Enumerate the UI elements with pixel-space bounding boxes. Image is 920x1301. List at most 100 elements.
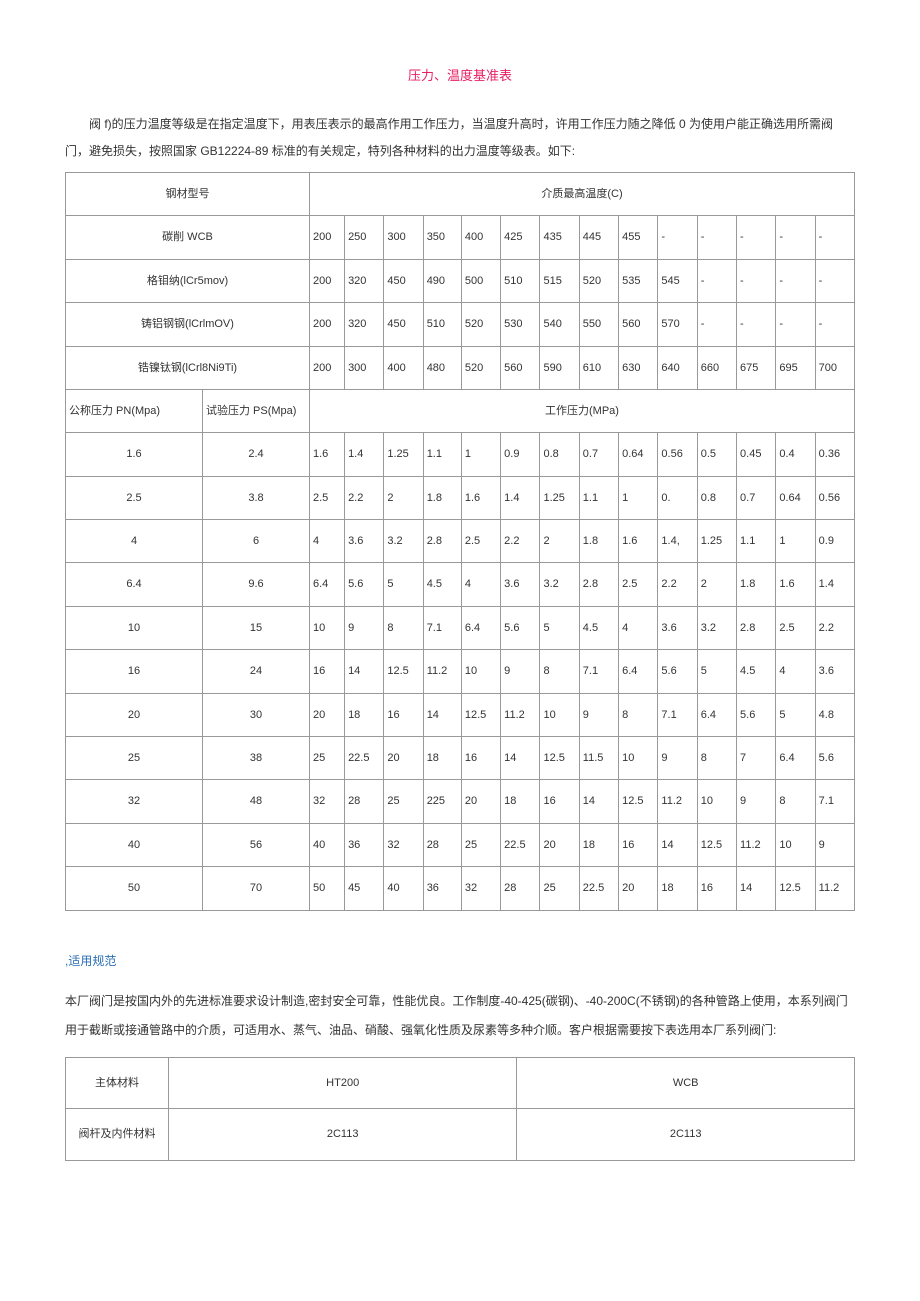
page-title: 压力、温度基准表 [65,60,855,91]
pressure-cell: 50 [310,867,345,910]
header-pn: 公称压力 PN(Mpa) [66,389,203,432]
temp-cell: 560 [501,346,540,389]
pn-cell: 6.4 [66,563,203,606]
pressure-cell: 20 [461,780,500,823]
pressure-cell: 1 [619,476,658,519]
pressure-cell: 6.4 [776,737,815,780]
temp-cell: 500 [461,259,500,302]
ps-cell: 9.6 [203,563,310,606]
temp-cell: 455 [619,216,658,259]
pn-cell: 2.5 [66,476,203,519]
pn-cell: 20 [66,693,203,736]
pressure-cell: 9 [658,737,697,780]
pressure-cell: 1.25 [384,433,423,476]
ps-cell: 48 [203,780,310,823]
temp-cell: 490 [423,259,461,302]
temp-cell: 400 [461,216,500,259]
pressure-cell: 1.4 [815,563,854,606]
temp-cell: 530 [501,303,540,346]
temp-cell: 200 [310,216,345,259]
pressure-cell: 5.6 [658,650,697,693]
temp-cell: 545 [658,259,697,302]
temp-cell: 660 [697,346,736,389]
temp-cell: 200 [310,346,345,389]
pressure-cell: 2.2 [815,606,854,649]
temp-cell: 300 [345,346,384,389]
pn-cell: 50 [66,867,203,910]
pressure-cell: 1.4 [345,433,384,476]
pressure-cell: 3.2 [540,563,579,606]
pn-cell: 32 [66,780,203,823]
pressure-cell: 20 [619,867,658,910]
section-heading: ,适用规范 [65,947,855,976]
pressure-cell: 2.2 [658,563,697,606]
temp-cell: 515 [540,259,579,302]
pressure-cell: 10 [461,650,500,693]
pressure-cell: 4.5 [579,606,618,649]
pressure-cell: 25 [540,867,579,910]
intro-paragraph: 阀 f)的压力温度等级是在指定温度下，用表压表示的最高作用工作压力，当温度升高时… [65,111,855,164]
pressure-cell: 1 [776,520,815,563]
header-work-pressure: 工作压力(MPa) [310,389,855,432]
pressure-cell: 225 [423,780,461,823]
temp-cell: - [737,303,776,346]
pressure-cell: 11.2 [501,693,540,736]
temp-cell: 610 [579,346,618,389]
pressure-cell: 16 [384,693,423,736]
pressure-cell: 5 [776,693,815,736]
material-name: 铸铝钢钢(lCrlmOV) [66,303,310,346]
pressure-cell: 14 [423,693,461,736]
pressure-cell: 1.8 [737,563,776,606]
pressure-cell: 3.6 [345,520,384,563]
pressure-cell: 36 [423,867,461,910]
temp-cell: 450 [384,259,423,302]
pressure-cell: 0.7 [737,476,776,519]
pressure-cell: 0.64 [776,476,815,519]
pressure-cell: 16 [540,780,579,823]
pressure-cell: 1.6 [310,433,345,476]
pressure-cell: 4.5 [423,563,461,606]
pressure-cell: 1.8 [579,520,618,563]
pressure-cell: 6.4 [697,693,736,736]
pressure-cell: 12.5 [697,823,736,866]
pressure-cell: 20 [310,693,345,736]
temp-cell: 540 [540,303,579,346]
pressure-cell: 28 [423,823,461,866]
pressure-cell: 36 [345,823,384,866]
pressure-cell: 2.2 [345,476,384,519]
pressure-cell: 1 [461,433,500,476]
pressure-cell: 18 [579,823,618,866]
pressure-cell: 32 [384,823,423,866]
temp-cell: 445 [579,216,618,259]
pressure-cell: 0.7 [579,433,618,476]
pressure-cell: 20 [540,823,579,866]
pressure-cell: 40 [310,823,345,866]
temp-cell: 630 [619,346,658,389]
pressure-cell: 22.5 [501,823,540,866]
pressure-cell: 2.5 [776,606,815,649]
pressure-cell: 2.2 [501,520,540,563]
ps-cell: 24 [203,650,310,693]
pressure-cell: 2.8 [579,563,618,606]
temp-cell: 200 [310,303,345,346]
pressure-cell: 7.1 [423,606,461,649]
pn-cell: 4 [66,520,203,563]
pressure-cell: 2.8 [737,606,776,649]
pressure-cell: 0.45 [737,433,776,476]
pressure-cell: 12.5 [619,780,658,823]
ps-cell: 56 [203,823,310,866]
pressure-cell: 0.9 [815,520,854,563]
pressure-cell: 0. [658,476,697,519]
temp-cell: 435 [540,216,579,259]
pressure-cell: 7 [737,737,776,780]
pressure-cell: 2 [540,520,579,563]
header-steel: 钢材型号 [66,172,310,215]
pressure-cell: 40 [384,867,423,910]
temp-cell: - [815,216,854,259]
pressure-cell: 2 [384,476,423,519]
pressure-cell: 9 [345,606,384,649]
pressure-cell: 5 [540,606,579,649]
temp-cell: 450 [384,303,423,346]
ps-cell: 70 [203,867,310,910]
pressure-cell: 9 [579,693,618,736]
